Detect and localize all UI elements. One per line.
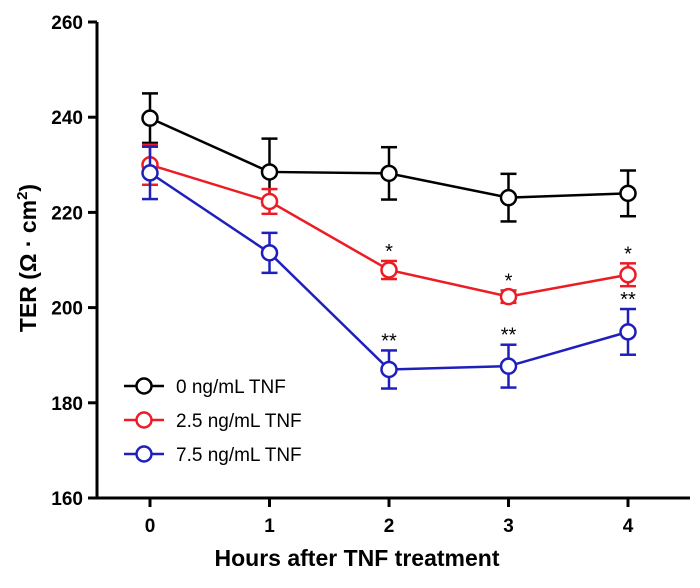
axes: 160 180 200 220 240 260 0 1 2 3 4 xyxy=(51,13,690,537)
series-0 xyxy=(141,92,637,223)
significance-label: ** xyxy=(620,289,636,311)
significance-label: * xyxy=(385,241,393,263)
y-tick-label: 160 xyxy=(51,489,83,510)
series-layer: ***** **** xyxy=(141,92,637,390)
y-axis-title-main: TER (Ω · cm xyxy=(15,200,41,332)
legend-label: 2.5 ng/mL TNF xyxy=(176,411,302,432)
data-point xyxy=(260,244,279,262)
significance-label: * xyxy=(624,243,632,265)
data-point xyxy=(380,164,398,183)
y-axis-title-close: ) xyxy=(15,184,41,192)
y-axis-title-sup: 2 xyxy=(14,192,31,200)
data-point xyxy=(619,184,637,203)
data-point xyxy=(619,323,637,341)
legend-marker xyxy=(135,445,153,463)
y-tick-label: 200 xyxy=(51,299,83,320)
legend-label: 7.5 ng/mL TNF xyxy=(176,445,302,466)
legend-label: 0 ng/mL TNF xyxy=(176,377,286,398)
data-point xyxy=(499,188,518,207)
data-point xyxy=(499,287,518,306)
x-tick-label: 0 xyxy=(145,516,156,537)
x-tick-label: 2 xyxy=(384,516,395,537)
x-tick-label: 1 xyxy=(264,516,275,537)
data-point xyxy=(499,357,518,375)
significance-label: * xyxy=(505,270,513,292)
data-point xyxy=(260,192,279,211)
y-tick-label: 220 xyxy=(51,203,83,224)
legend-marker xyxy=(135,411,153,429)
series-2: ** **** xyxy=(141,145,637,390)
significance-label: ** xyxy=(381,330,397,352)
x-tick-label: 3 xyxy=(503,516,514,537)
significance-label: ** xyxy=(501,325,517,347)
y-axis-title: TER (Ω · cm2) xyxy=(14,184,41,332)
data-point xyxy=(380,261,398,279)
x-tick-label: 4 xyxy=(623,516,634,537)
y-tick-label: 180 xyxy=(51,394,83,415)
y-tick-label: 260 xyxy=(51,13,83,34)
data-point xyxy=(260,163,279,181)
data-point xyxy=(141,109,159,127)
data-point xyxy=(141,164,159,182)
data-point xyxy=(380,360,398,379)
data-point xyxy=(619,266,637,284)
legend-marker xyxy=(135,377,153,395)
y-tick-label: 240 xyxy=(51,108,83,129)
legend: 0 ng/mL TNF 2.5 ng/mL TNF 7.5 ng/mL TNF xyxy=(124,377,302,466)
x-axis-title: Hours after TNF treatment xyxy=(215,545,500,571)
